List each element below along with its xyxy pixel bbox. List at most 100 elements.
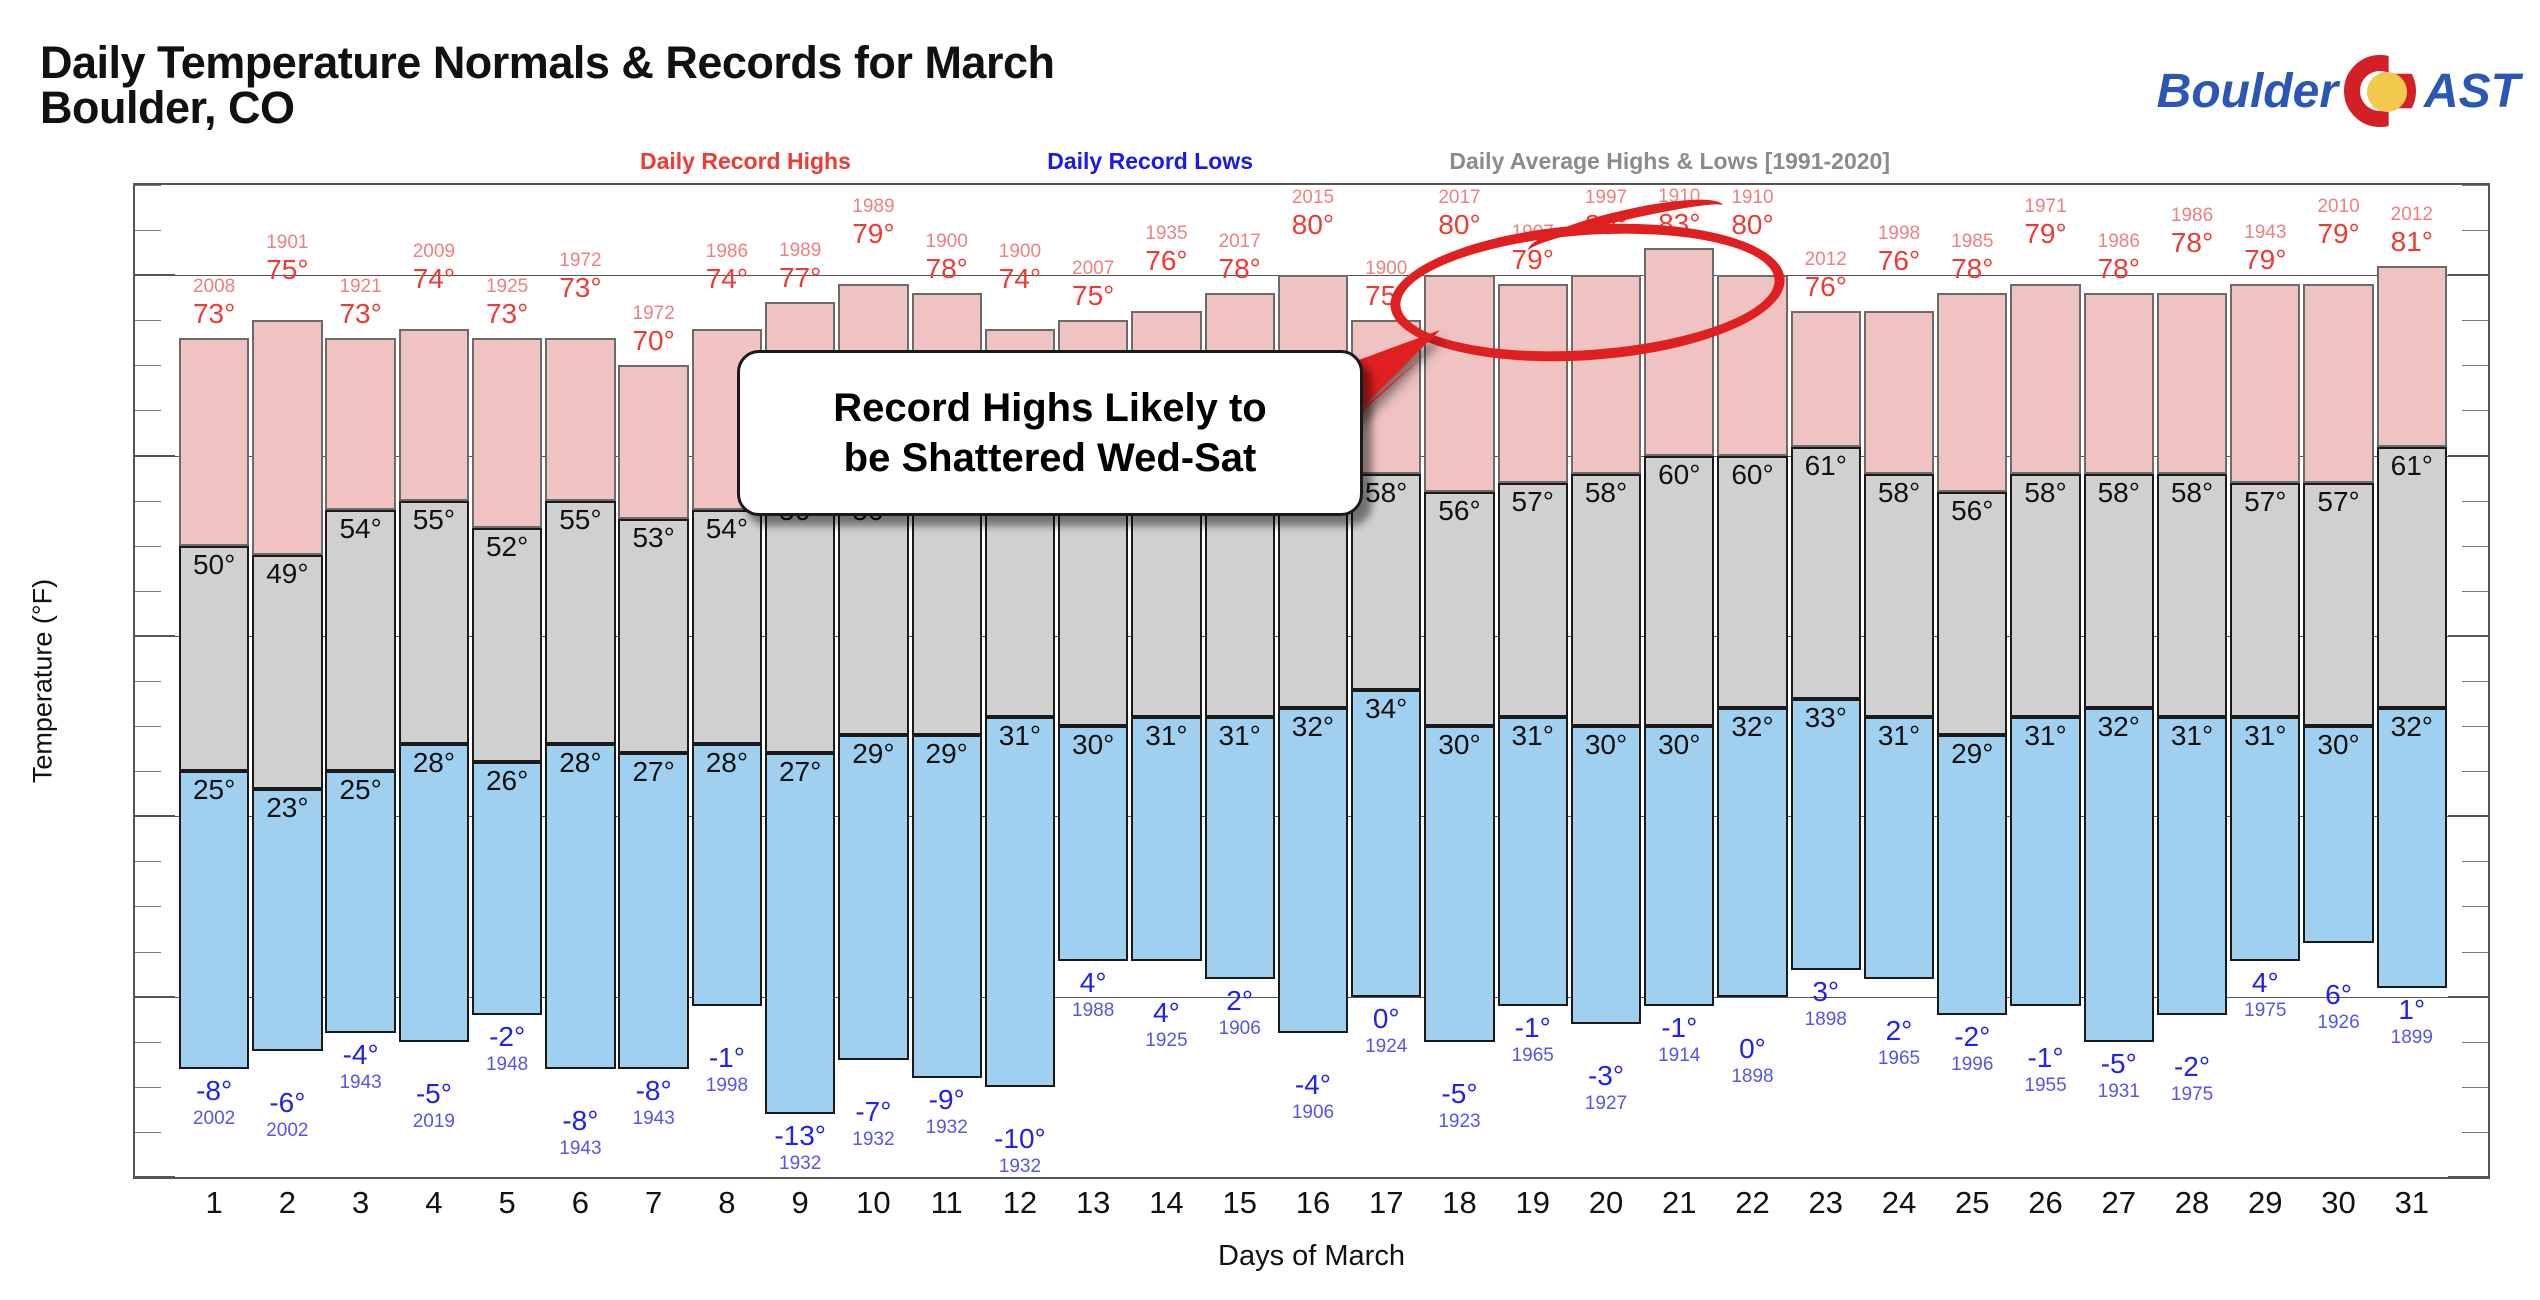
day-column[interactable]: 73° 1925 52° 26° -2° 1948	[471, 185, 543, 1177]
day-column[interactable]: 73° 1972 55° 28° -8° 1943	[545, 185, 616, 1177]
average-low-value: 27°	[778, 756, 822, 788]
day-column[interactable]: 79° 2010 57° 30° 6° 1926	[2303, 185, 2374, 1177]
record-high-year: 1921	[339, 276, 382, 298]
day-column[interactable]: 79° 1943 57° 31° 4° 1975	[2230, 185, 2301, 1177]
record-high-value: 83°	[1658, 208, 1701, 240]
record-high-year: 1985	[1951, 231, 1994, 253]
day-column[interactable]: 76° 2012 61° 33° 3° 1898	[1790, 185, 1861, 1177]
average-range-bar	[1790, 446, 1861, 700]
day-column[interactable]: 80° 1910 60° 32° 0° 1898	[1717, 185, 1788, 1177]
record-low-bar	[325, 771, 396, 1033]
record-low-bar	[618, 753, 689, 1069]
average-range-bar	[1351, 473, 1422, 690]
record-low-value: 6°	[2325, 978, 2352, 1010]
average-range-bar	[1131, 482, 1202, 718]
average-low-value: 30°	[1658, 729, 1701, 761]
average-low-value: 26°	[485, 765, 529, 797]
y-minor-tick	[135, 185, 161, 186]
record-high-year: 2007	[1072, 258, 1115, 280]
record-high-year: 1925	[485, 276, 529, 298]
record-low-year: 1943	[559, 1137, 602, 1159]
average-range-bar	[545, 500, 616, 745]
average-high-value: 57°	[1511, 485, 1554, 517]
day-column[interactable]: 74° 1986 54° 28° -1° 1998	[691, 185, 763, 1177]
legend-item-record-highs: Daily Record Highs	[640, 148, 851, 174]
record-high-bar	[252, 320, 323, 555]
average-range-bar	[1277, 482, 1349, 709]
record-low-bar	[2376, 708, 2447, 988]
day-column[interactable]: 79° 1907 57° 31° -1° 1965	[1497, 185, 1568, 1177]
average-range-bar	[765, 491, 836, 754]
record-low-year: 2002	[192, 1107, 236, 1129]
day-column[interactable]: 74° 2009 55° 28° -5° 2019	[398, 185, 470, 1177]
x-axis-title: Days of March	[1218, 1240, 1405, 1272]
day-column[interactable]: 79° 1971 58° 31° -1° 1955	[2010, 185, 2081, 1177]
day-column[interactable]: 75° 1901 49° 23° -6° 2002	[252, 185, 323, 1177]
y-minor-tick	[2462, 726, 2488, 728]
day-column[interactable]: 70° 1972 53° 27° -8° 1943	[618, 185, 689, 1177]
record-low-bar	[1277, 708, 1349, 1033]
callout-line-2: be Shattered Wed-Sat	[843, 436, 1257, 480]
day-column[interactable]: 83° 1910 60° 30° -1° 1914	[1644, 185, 1715, 1177]
x-tick-label: 16	[1295, 1185, 1331, 1220]
y-minor-tick	[135, 500, 161, 502]
colorado-c-icon	[2344, 55, 2422, 127]
average-range-bar	[838, 491, 909, 736]
record-low-year: 1975	[2244, 999, 2287, 1021]
y-minor-tick	[135, 906, 161, 908]
average-range-bar	[252, 554, 323, 790]
day-column[interactable]: 77°198956°27°-13°1932	[765, 185, 836, 1177]
record-low-value: -1°	[2027, 1041, 2064, 1073]
day-column[interactable]: 73° 1921 54° 25° -4° 1943	[325, 185, 396, 1177]
record-high-value: 80°	[1731, 209, 1774, 241]
record-low-year: 1923	[1438, 1110, 1481, 1132]
x-tick-label: 13	[1075, 1185, 1111, 1220]
day-column[interactable]: 74°190057°31°-10°1932	[984, 185, 1056, 1177]
record-high-bar	[2230, 284, 2301, 483]
day-column[interactable]: 78° 1985 56° 29° -2° 1996	[1937, 185, 2008, 1177]
record-high-value: 74°	[705, 263, 749, 295]
record-high-value: 79°	[852, 218, 895, 250]
average-high-value: 61°	[2390, 449, 2433, 481]
y-minor-tick	[2462, 906, 2488, 908]
record-high-value: 79°	[2317, 218, 2360, 250]
average-low-value: 31°	[1877, 720, 1921, 752]
y-minor-tick	[2462, 230, 2488, 232]
record-low-bar	[1058, 726, 1129, 961]
logo-text-boulder: Boulder	[2156, 64, 2338, 118]
day-column[interactable]: 76°193557°31°4°1925	[1131, 185, 1202, 1177]
day-column[interactable]: 81° 2012 61° 32° 1° 1899	[2376, 185, 2447, 1177]
average-high-value: 58°	[1584, 476, 1628, 508]
x-tick-label: 11	[930, 1185, 963, 1220]
average-high-value: 58°	[2170, 476, 2214, 508]
day-column[interactable]: 73° 2008 50° 25° -8° 2002	[178, 185, 250, 1177]
average-low-value: 31°	[1145, 720, 1188, 752]
day-column[interactable]: 78°190057°29°-9°1932	[911, 185, 982, 1177]
record-low-year: 1955	[2024, 1074, 2067, 1096]
day-column[interactable]: 80° 1997 58° 30° -3° 1927	[1570, 185, 1642, 1177]
average-range-bar	[2010, 473, 2081, 718]
day-column[interactable]: 79°198956°29°-7°1932	[838, 185, 909, 1177]
average-range-bar	[178, 545, 250, 772]
y-tick	[135, 1176, 175, 1178]
record-low-year: 1932	[852, 1128, 895, 1150]
record-high-year: 2012	[1804, 249, 1847, 271]
day-column[interactable]: 75°200757°30°4°1988	[1058, 185, 1129, 1177]
x-tick-label: 8	[718, 1185, 736, 1220]
record-low-year: 1924	[1365, 1035, 1408, 1057]
day-column[interactable]: 76° 1998 58° 31° 2° 1965	[1863, 185, 1935, 1177]
record-high-value: 78°	[925, 253, 968, 285]
record-high-bar	[2303, 284, 2374, 483]
day-column[interactable]: 78° 1986 58° 32° -5° 1931	[2083, 185, 2154, 1177]
average-low-value: 31°	[2244, 720, 2287, 752]
y-minor-tick	[135, 681, 161, 682]
y-axis-title: Temperature (°F)	[27, 578, 58, 784]
average-high-value: 56°	[1951, 494, 1994, 526]
day-column[interactable]: 75° 1900 58° 34° 0° 1924	[1351, 185, 1422, 1177]
x-tick-label: 27	[2101, 1185, 2137, 1220]
day-column[interactable]: 78°201757°31°2°1906	[1204, 185, 1275, 1177]
record-high-value: 75°	[1365, 280, 1408, 312]
y-minor-tick	[2462, 681, 2488, 682]
day-column[interactable]: 78° 1986 58° 31° -2° 1975	[2156, 185, 2228, 1177]
average-low-value: 28°	[412, 747, 456, 779]
